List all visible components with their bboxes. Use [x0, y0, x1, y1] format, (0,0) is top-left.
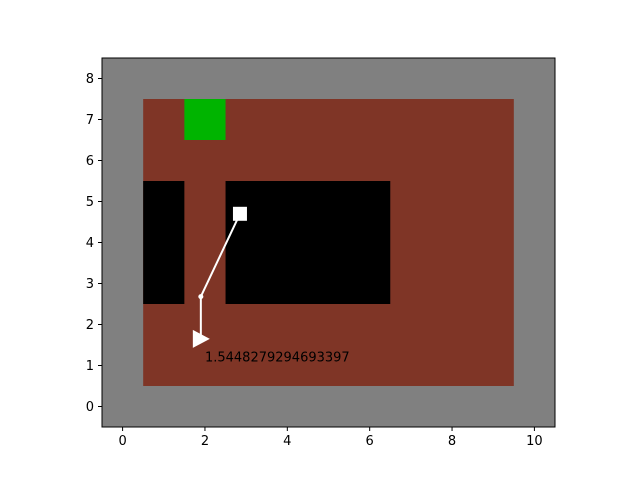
y-tick-label: 6	[86, 154, 94, 169]
y-tick-label: 8	[86, 72, 94, 87]
wall-center	[225, 181, 391, 304]
start-square-marker	[232, 206, 247, 221]
y-tick-label: 0	[86, 400, 94, 415]
wall-left	[143, 181, 185, 304]
y-tick-label: 3	[86, 277, 94, 292]
score-annotation: 1.5448279294693397	[205, 350, 350, 365]
x-tick-label: 6	[366, 434, 374, 449]
goal-cell	[184, 99, 226, 140]
waypoint-dot	[198, 294, 204, 300]
y-tick-label: 7	[86, 113, 94, 128]
y-tick-label: 4	[86, 236, 94, 251]
y-tick-label: 2	[86, 318, 94, 333]
x-tick-label: 4	[283, 434, 291, 449]
x-tick-label: 10	[526, 434, 543, 449]
y-tick-label: 1	[86, 359, 94, 374]
x-tick-label: 0	[118, 434, 126, 449]
x-tick-label: 2	[201, 434, 209, 449]
y-tick-label: 5	[86, 195, 94, 210]
x-tick-label: 8	[448, 434, 456, 449]
agent-triangle-icon	[192, 329, 210, 348]
